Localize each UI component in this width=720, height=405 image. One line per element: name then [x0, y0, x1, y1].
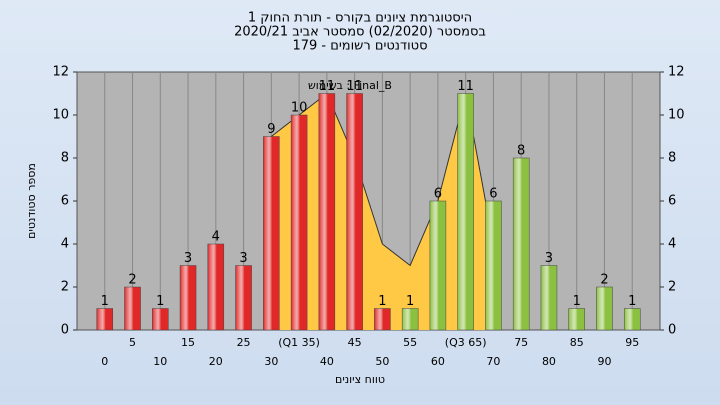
bar: [512, 157, 530, 331]
bar: [429, 200, 447, 331]
bar: [374, 308, 391, 331]
y-tick-label: 10: [52, 108, 69, 123]
bar: [124, 286, 141, 331]
x-tick-label: 85: [570, 336, 584, 349]
x-tick-label: (Q1 35): [278, 336, 320, 349]
bar: [152, 308, 169, 331]
bar: [457, 93, 474, 331]
y-tick-label: 4: [61, 237, 69, 252]
x-tick-label: 25: [237, 336, 251, 349]
y2-tick-label: 10: [668, 108, 685, 123]
x-tick-label: 20: [209, 355, 223, 368]
value-label: 8: [517, 144, 525, 159]
y2-tick-label: 12: [668, 65, 685, 80]
value-label: 1: [156, 294, 164, 309]
value-label: 10: [291, 101, 308, 116]
x-tick-label: 0: [101, 355, 108, 368]
value-label: 9: [267, 122, 275, 137]
x-tick-label: 90: [597, 355, 611, 368]
x-tick-label: 60: [431, 355, 445, 368]
x-tick-label: 55: [403, 336, 417, 349]
x-tick-label: (Q3 65): [445, 336, 487, 349]
value-label: 1: [406, 294, 414, 309]
x-tick-label: 75: [514, 336, 528, 349]
value-label: 11: [457, 79, 474, 94]
value-label: 6: [434, 187, 442, 202]
value-label: 1: [101, 294, 109, 309]
bar: [263, 136, 280, 331]
bar: [596, 286, 613, 331]
y-axis-label: מספר סטודנטים: [25, 163, 38, 239]
bar: [401, 308, 419, 331]
title-line: בסמסטר (02/2020) סמסטר אביב 2020/21: [234, 25, 486, 40]
x-axis-label: טווח ציונים: [335, 373, 385, 386]
value-label: 3: [545, 251, 553, 266]
y2-tick-label: 4: [668, 237, 676, 252]
x-tick-label: 50: [375, 355, 389, 368]
value-label: 11: [319, 79, 336, 94]
y2-tick-label: 8: [668, 151, 676, 166]
annotation: בשימוש : Final_B: [308, 79, 392, 92]
y-tick-label: 6: [61, 194, 69, 209]
bar: [179, 265, 197, 331]
y-tick-label: 8: [61, 151, 69, 166]
title-line: היסטוגרמת ציונים בקורס - תורת החוק 1: [248, 11, 472, 26]
bar: [485, 200, 502, 331]
bar: [290, 114, 308, 331]
value-label: 4: [212, 230, 220, 245]
y-tick-label: 0: [61, 323, 69, 338]
value-label: 3: [184, 251, 192, 266]
value-label: 2: [128, 273, 136, 288]
bar: [540, 265, 558, 331]
value-label: 6: [489, 187, 497, 202]
bar: [623, 308, 641, 331]
x-tick-label: 10: [153, 355, 167, 368]
x-tick-label: 45: [348, 336, 362, 349]
y-tick-label: 12: [52, 65, 69, 80]
x-tick-label: 40: [320, 355, 334, 368]
x-tick-label: 15: [181, 336, 195, 349]
bar: [568, 308, 585, 331]
x-tick-label: 80: [542, 355, 556, 368]
value-label: 11: [346, 79, 363, 94]
y2-tick-label: 6: [668, 194, 676, 209]
overlay-line: [271, 92, 494, 267]
value-label: 2: [600, 273, 608, 288]
x-tick-label: 95: [625, 336, 639, 349]
bar: [96, 308, 114, 331]
bar: [318, 93, 336, 331]
value-label: 1: [628, 294, 636, 309]
bar: [346, 93, 363, 331]
y2-tick-label: 2: [668, 280, 676, 295]
bar: [235, 265, 252, 331]
title-line: סטודנטים רשומים - 179: [292, 39, 427, 54]
x-tick-label: 30: [264, 355, 278, 368]
y-tick-label: 2: [61, 280, 69, 295]
x-tick-label: 70: [486, 355, 500, 368]
bar: [207, 243, 225, 331]
value-label: 3: [239, 251, 247, 266]
y2-tick-label: 0: [668, 323, 676, 338]
value-label: 1: [378, 294, 386, 309]
value-label: 1: [573, 294, 581, 309]
x-tick-label: 5: [129, 336, 136, 349]
